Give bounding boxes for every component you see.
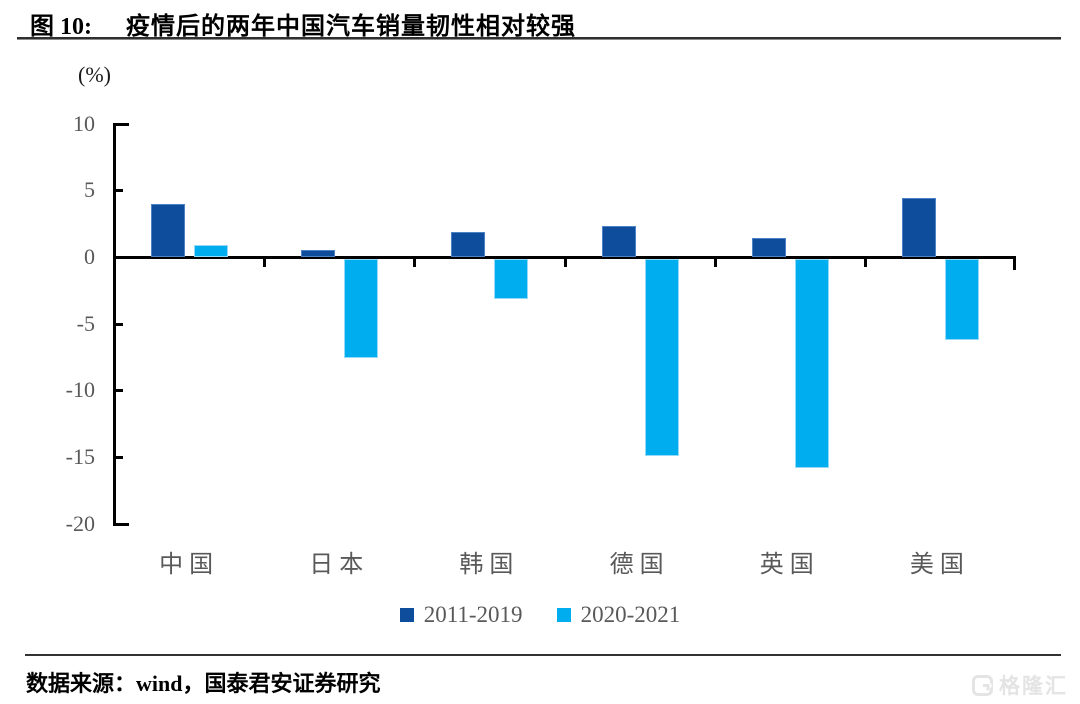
bar-2011-2019-英国 [751, 238, 786, 257]
bar-2020-2021-韩国 [494, 259, 529, 299]
category-boundary-tick [713, 258, 717, 267]
category-boundary-tick [563, 258, 567, 267]
figure-header: 图 10: 疫情后的两年中国汽车销量韧性相对较强 [30, 6, 1060, 41]
y-tick-mark [115, 322, 123, 326]
category-boundary-tick [263, 258, 267, 267]
data-source-note: 数据来源：wind，国泰君安证券研究 [26, 671, 381, 696]
y-tick-label: -15 [65, 444, 95, 469]
y-tick-mark [115, 189, 123, 193]
category-label: 韩国 [459, 552, 520, 578]
legend-label: 2020-2021 [580, 602, 681, 627]
y-tick-label: 10 [73, 110, 95, 136]
y-tick-mark [115, 522, 129, 526]
bar-2011-2019-中国 [151, 203, 186, 257]
bar-2011-2019-德国 [601, 226, 636, 257]
category-label: 中国 [159, 552, 220, 578]
x-axis-baseline [113, 256, 1016, 259]
watermark: 格隆汇 [971, 670, 1068, 700]
figure-number-label: 图 10: [30, 14, 92, 40]
y-tick-mark [115, 389, 123, 393]
legend-swatch [399, 608, 414, 622]
bar-2011-2019-美国 [901, 198, 936, 257]
legend-item: 2020-2021 [556, 602, 681, 628]
bar-2020-2021-美国 [944, 259, 979, 341]
y-axis-unit-label: (%) [78, 62, 111, 87]
header-divider [17, 37, 1061, 40]
category-label: 英国 [759, 552, 820, 578]
y-tick-mark [115, 456, 123, 459]
watermark-text: 格隆汇 [999, 674, 1068, 698]
gelonghui-logo-icon [971, 673, 995, 697]
y-tick-mark [115, 122, 129, 126]
figure-title: 疫情后的两年中国汽车销量韧性相对较强 [126, 14, 576, 40]
legend-item: 2011-2019 [399, 602, 523, 628]
bar-2020-2021-德国 [644, 259, 679, 457]
bar-2020-2021-中国 [194, 245, 229, 257]
bar-2020-2021-英国 [794, 259, 829, 469]
y-tick-label: 5 [84, 177, 95, 203]
y-tick-label: -5 [76, 310, 95, 336]
legend-label: 2011-2019 [423, 602, 523, 627]
legend-swatch [556, 608, 571, 622]
footer-divider [25, 654, 1061, 656]
bar-2011-2019-韩国 [451, 231, 486, 257]
bar-2011-2019-日本 [301, 250, 336, 257]
category-boundary-tick [413, 258, 417, 267]
y-tick-label: 0 [84, 244, 95, 269]
category-label: 德国 [609, 552, 670, 578]
category-label: 美国 [909, 552, 970, 578]
y-tick-label: -20 [65, 510, 95, 536]
bar-2020-2021-日本 [344, 259, 379, 358]
chart-legend: 2011-2019 2020-2021 [0, 602, 1080, 628]
category-boundary-tick [863, 258, 867, 267]
y-axis-line [113, 123, 116, 526]
category-label: 日本 [309, 552, 370, 578]
y-tick-label: -10 [65, 377, 95, 403]
x-axis-end-cap [1013, 257, 1016, 270]
